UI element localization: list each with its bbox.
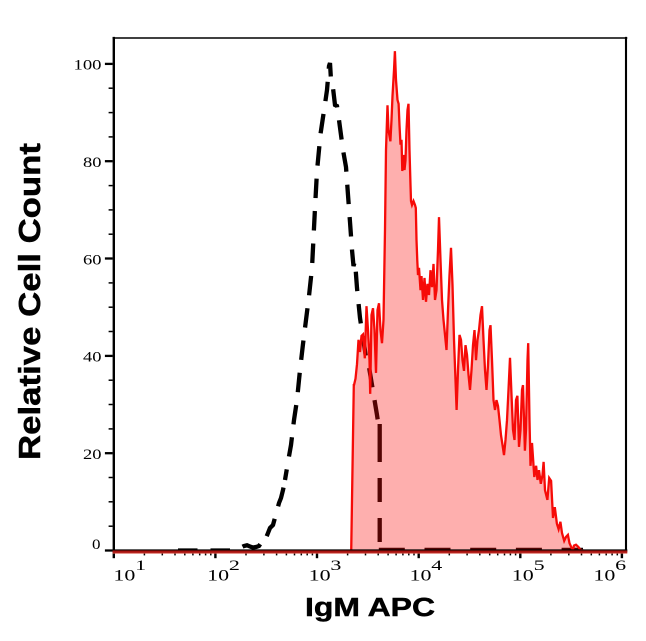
svg-text:3: 3 [330, 558, 341, 574]
svg-text:5: 5 [534, 558, 545, 574]
svg-text:4: 4 [431, 558, 443, 574]
svg-text:40: 40 [83, 350, 102, 366]
svg-text:Relative Cell Count: Relative Cell Count [12, 143, 47, 460]
svg-text:IgM APC: IgM APC [305, 594, 435, 622]
svg-text:100: 100 [74, 58, 102, 74]
svg-text:10: 10 [309, 568, 331, 585]
svg-text:20: 20 [83, 447, 102, 463]
svg-text:60: 60 [83, 252, 102, 268]
svg-text:2: 2 [229, 558, 240, 574]
svg-text:10: 10 [410, 568, 432, 585]
svg-text:10: 10 [207, 568, 229, 585]
svg-text:10: 10 [113, 568, 135, 585]
svg-text:0: 0 [92, 537, 101, 553]
svg-text:80: 80 [83, 155, 102, 171]
svg-text:6: 6 [615, 558, 626, 574]
svg-text:10: 10 [512, 568, 534, 585]
svg-text:10: 10 [593, 568, 615, 585]
svg-text:1: 1 [135, 558, 146, 574]
